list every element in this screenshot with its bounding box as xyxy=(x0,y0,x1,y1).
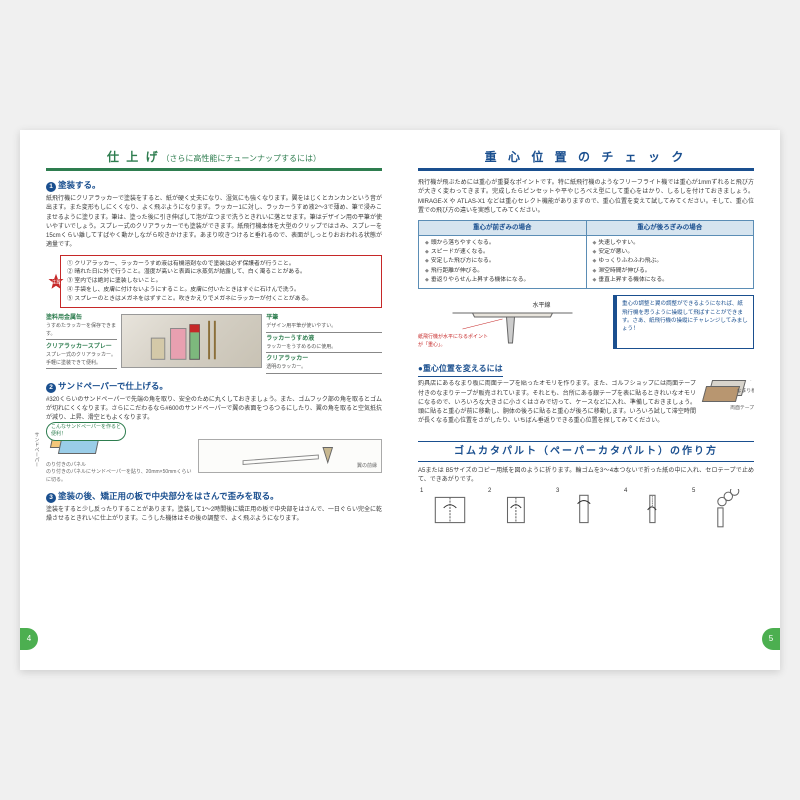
section-2-body: #320くらいのサンドペーパーで先端の角を取り、安全のために丸くしておきましょう… xyxy=(46,396,382,424)
cg-table: 重心が前ぎみの場合 頭から落ちやすくなる。 スピードが速くなる。 安定した飛び方… xyxy=(418,220,754,289)
materials-row: 塗料用金属缶うすめたラッカーを保存できます。 クリアラッカースプレースプレー式の… xyxy=(46,314,382,374)
catapult-title: ゴムカタパルト（ペーパーカタパルト）の作り方 xyxy=(418,441,754,462)
sp-note2: のり付きのパネル xyxy=(46,462,192,470)
fold-step-4: 4 xyxy=(622,489,686,531)
sp-callout: こんなサンドペーパーを作ると便利！ xyxy=(46,422,126,441)
cap-r2h: ラッカーうすめ液 xyxy=(266,335,382,344)
page-num-left: 4 xyxy=(20,628,38,650)
cg-note: 紙飛行機が水平になるポイントが「重心」。 xyxy=(418,334,488,349)
cg-right-cells: 失速しやすい。 安定が悪い。 ゆっくりふわふわ飛ぶ。 滞空時間が伸びる。 垂直上… xyxy=(587,236,754,288)
cg-th-right: 重心が後ろぎみの場合 xyxy=(587,221,754,236)
fold-step-5: 5 xyxy=(690,489,754,531)
cap-r3h: クリアラッカー xyxy=(266,355,382,364)
right-title-block: 重 心 位 置 の チ ェ ッ ク xyxy=(418,148,754,171)
left-subtitle: （さらに高性能にチューンナップするには） xyxy=(161,154,321,163)
sp-note3: のり付きのパネルにサンドペーパーを貼り、20mm×50mmくらいに切る。 xyxy=(46,469,192,484)
sandpaper-row: サンドペーパー こんなサンドペーパーを作ると便利！ のり付きのパネル のり付きの… xyxy=(46,428,382,485)
fold-step-2: 2 xyxy=(486,489,550,531)
cap-r1h: 平筆 xyxy=(266,314,382,323)
fold-step-1: 1 xyxy=(418,489,482,531)
cap-l2s: スプレー式のクリアラッカー。手軽に塗装できて便利。 xyxy=(46,352,117,367)
caution-2: ② 晴れた日に外で行うこと。湿度が高いと表面に水蒸気が結露して、白く濁ることがあ… xyxy=(67,268,375,277)
sp-note1: サンドペーパー xyxy=(32,432,40,467)
section-2-head: 2サンドペーパーで仕上げる。 xyxy=(46,380,382,393)
fold-step-3: 3 xyxy=(554,489,618,531)
sp-right-cap: 翼の前縁 xyxy=(357,463,377,471)
tape-diagram: 銀テープ なまり板 両面テープ xyxy=(700,380,754,410)
left-page: 仕 上 げ （さらに高性能にチューンナップするには） 1塗装する。 紙飛行機にク… xyxy=(20,130,400,670)
section-1-body: 紙飛行機にクリアラッカーで塗装をすると、紙が硬く丈夫になり、湿気にも強くなります… xyxy=(46,195,382,251)
cg-tip-box: 重心の調整と翼の調整ができるようになれば、紙飛行機を思うように操縦して飛ばすこと… xyxy=(613,295,754,349)
right-title: 重 心 位 置 の チ ェ ッ ク xyxy=(418,148,754,166)
cg-diagram-row: 水平線 紙飛行機が水平になるポイントが「重心」。 重心の調整と翼の調整ができるよ… xyxy=(418,295,754,349)
caution-4: ④ 手袋をし、皮膚に付けないようにすること。皮膚に付いたときはすぐに石けんで洗う… xyxy=(67,286,375,295)
caution-badge-icon: 注意 xyxy=(47,273,65,291)
section-3-body: 塗装をすると少し反ったりすることがあります。塗装して1〜2時間後に矯正用の板で中… xyxy=(46,506,382,525)
wing-edge-diagram: 翼の前縁 xyxy=(198,439,382,473)
right-intro: 飛行機が飛ぶためには重心が重要なポイントです。特に紙飛行機のようなフリーフライト… xyxy=(418,179,754,216)
catapult-body: A5または B5サイズのコピー用紙を図のように折ります。輪ゴムを3〜4本つないで… xyxy=(418,467,754,486)
cg-th-left: 重心が前ぎみの場合 xyxy=(419,221,586,236)
caution-3: ③ 室内では絶対に塗装しないこと。 xyxy=(67,277,375,286)
title-rule xyxy=(46,168,382,171)
tape-c1: 銀テープ xyxy=(735,380,754,383)
change-cg-head: ●重心位置を変えるには xyxy=(418,363,503,377)
svg-text:水平線: 水平線 xyxy=(533,301,551,309)
section-3-head: 3塗装の後、矯正用の板で中央部分をはさんで歪みを取る。 xyxy=(46,490,382,503)
cg-left-cells: 頭から落ちやすくなる。 スピードが速くなる。 安定した飛び方になる。 飛行距離が… xyxy=(419,236,586,288)
cap-l2h: クリアラッカースプレー xyxy=(46,343,117,352)
cap-l1h: 塗料用金属缶 xyxy=(46,314,117,323)
page-num-right: 5 xyxy=(762,628,780,650)
cap-r2s: ラッカーをうすめるのに使用。 xyxy=(266,344,382,352)
title-rule-blue xyxy=(418,168,754,171)
tape-c2: なまり板 xyxy=(737,388,754,395)
cap-l1s: うすめたラッカーを保存できます。 xyxy=(46,323,117,338)
cg-balance-diagram: 水平線 紙飛行機が水平になるポイントが「重心」。 xyxy=(418,295,607,349)
left-title: 仕 上 げ xyxy=(107,150,160,164)
materials-photo xyxy=(121,314,262,368)
svg-text:注意: 注意 xyxy=(52,278,61,285)
cap-r3s: 透明のラッカー。 xyxy=(266,364,382,372)
left-title-block: 仕 上 げ （さらに高性能にチューンナップするには） xyxy=(46,148,382,171)
section-1-head: 1塗装する。 xyxy=(46,179,382,192)
cap-r1s: デザイン用平筆が使いやすい。 xyxy=(266,323,382,331)
caution-box: 注意 ① クリアラッカー、ラッカーうすめ液は有機溶剤なので塗装は必ず保護者が行う… xyxy=(60,255,382,308)
right-page: 重 心 位 置 の チ ェ ッ ク 飛行機が飛ぶためには重心が重要なポイントです… xyxy=(400,130,780,670)
fold-steps: 1 2 3 4 5 xyxy=(418,489,754,531)
tape-c3: 両面テープ xyxy=(730,405,754,412)
caution-5: ⑤ スプレーのときはメガネをはずすこと。吹きかえりでメガネにラッカーが付くことが… xyxy=(67,295,375,304)
sandpaper-diagram: こんなサンドペーパーを作ると便利！ xyxy=(46,428,106,460)
caution-1: ① クリアラッカー、ラッカーうすめ液は有機溶剤なので塗装は必ず保護者が行うこと。 xyxy=(67,260,375,269)
page-spread: 仕 上 げ （さらに高性能にチューンナップするには） 1塗装する。 紙飛行機にク… xyxy=(20,130,780,670)
